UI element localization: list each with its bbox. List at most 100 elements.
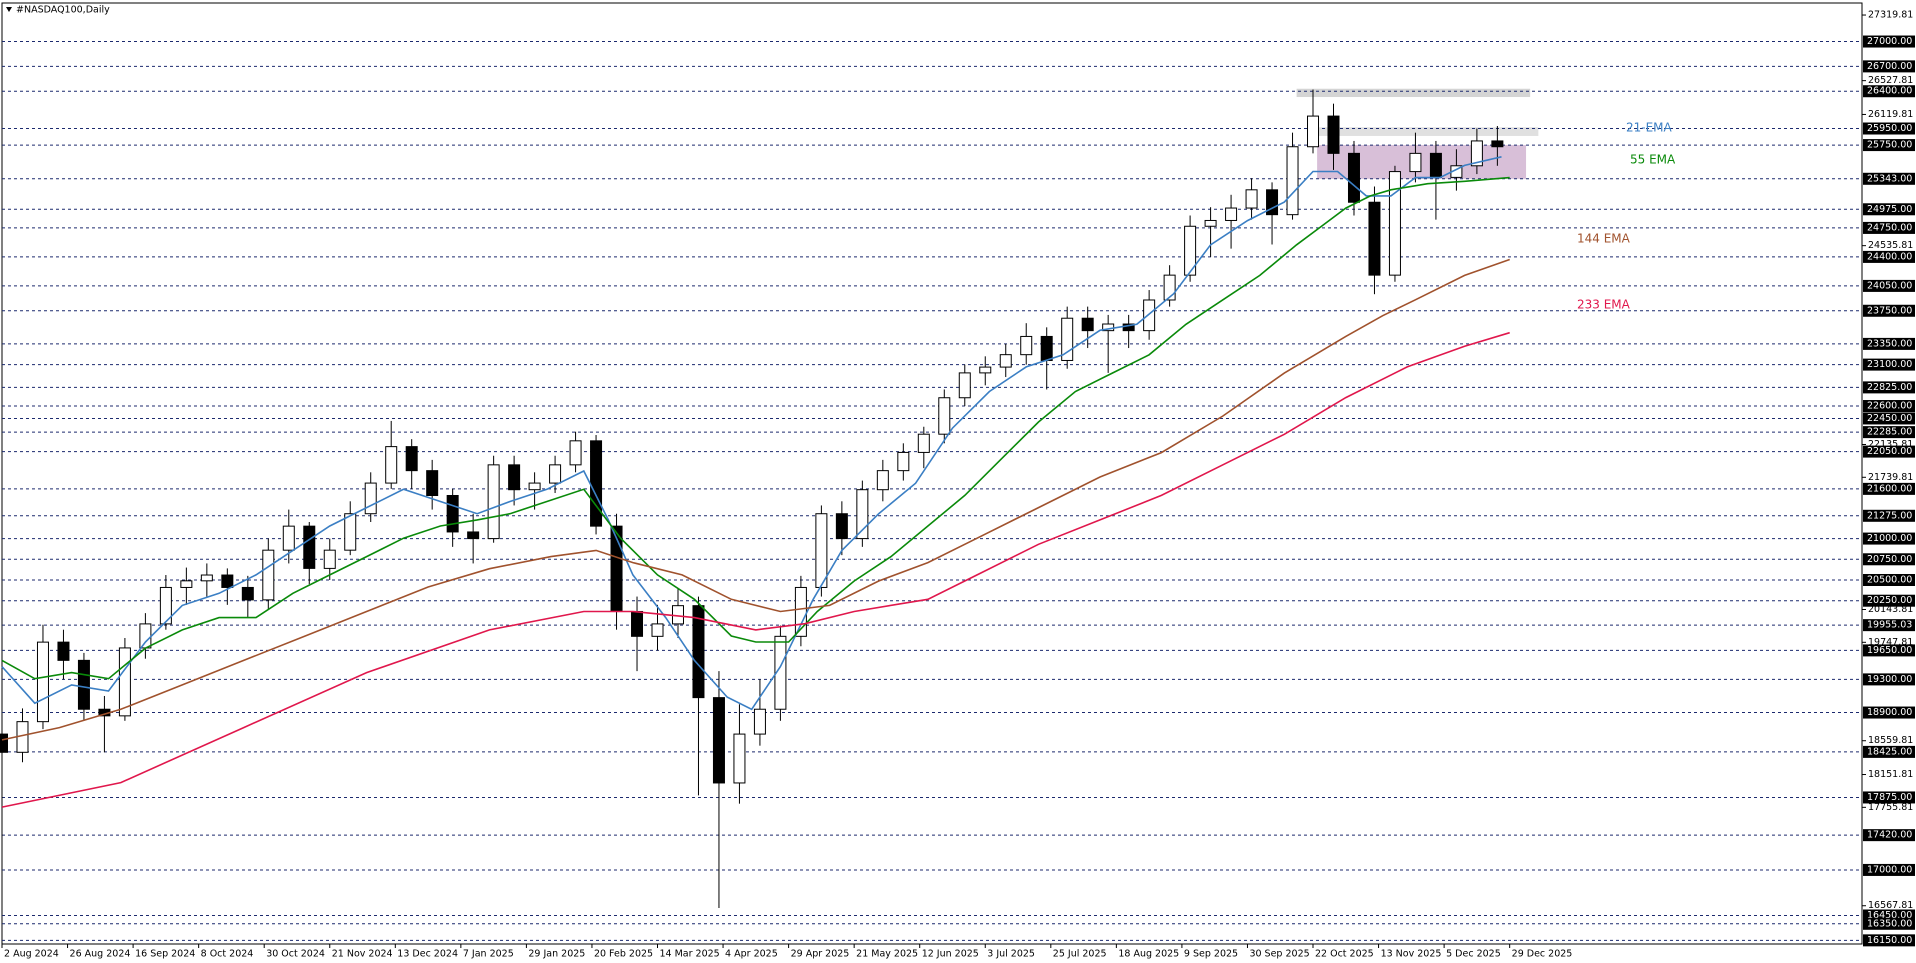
x-tick-label: 8 Oct 2024 xyxy=(201,949,254,960)
level-label: 24050.00 xyxy=(1867,280,1912,291)
x-tick-label: 13 Nov 2025 xyxy=(1381,949,1442,960)
candle-body xyxy=(1225,207,1238,221)
candle-body xyxy=(1307,115,1320,148)
x-tick-label: 26 Aug 2024 xyxy=(70,949,131,960)
candle-body xyxy=(385,446,398,484)
candle-body xyxy=(344,513,357,551)
level-label-box xyxy=(1863,706,1915,719)
candle-body xyxy=(241,586,254,601)
level-label-box xyxy=(1863,791,1915,804)
candle-body xyxy=(1163,274,1176,301)
level-label: 17875.00 xyxy=(1867,792,1912,803)
candle-body xyxy=(1204,219,1217,227)
price-zone xyxy=(1317,127,1539,136)
level-label: 21275.00 xyxy=(1867,510,1912,521)
level-label: 19300.00 xyxy=(1867,674,1912,685)
level-label-box xyxy=(1863,85,1915,98)
plot-frame xyxy=(1,2,1863,945)
candle-body xyxy=(77,659,90,710)
level-label-box xyxy=(1863,400,1915,413)
level-label: 24750.00 xyxy=(1867,222,1912,233)
candle-body xyxy=(1470,140,1483,167)
level-label: 25343.00 xyxy=(1867,173,1912,184)
x-tick-label: 18 Aug 2025 xyxy=(1118,949,1179,960)
candle-body xyxy=(651,623,664,637)
candle-body xyxy=(221,574,234,588)
level-label: 16350.00 xyxy=(1867,918,1912,929)
candle-body xyxy=(487,464,500,540)
candle-body xyxy=(1081,317,1094,332)
candle-body xyxy=(815,513,828,588)
y-tick-label: 18559.81 xyxy=(1868,735,1913,746)
candle-body xyxy=(1061,317,1074,361)
candle-body xyxy=(528,482,541,491)
candle-body xyxy=(917,433,930,453)
candle-body xyxy=(1347,152,1360,203)
level-label-box xyxy=(1863,35,1915,48)
ema-line xyxy=(1,258,1510,741)
y-tick-label: 17755.81 xyxy=(1868,802,1913,813)
level-label: 18425.00 xyxy=(1867,746,1912,757)
level-label-box xyxy=(1863,532,1915,545)
candle-body xyxy=(733,733,746,784)
level-label: 23750.00 xyxy=(1867,305,1912,316)
x-tick-label: 29 Jan 2025 xyxy=(528,949,585,960)
level-label-box xyxy=(1863,573,1915,586)
level-label-box xyxy=(1863,482,1915,495)
candle-body xyxy=(1286,146,1299,216)
candle-body xyxy=(1327,115,1340,154)
candle-body xyxy=(692,605,705,699)
candle-body xyxy=(426,470,439,496)
level-label-box xyxy=(1863,917,1915,930)
candle-body xyxy=(549,464,562,484)
y-tick-label: 24535.81 xyxy=(1868,240,1913,251)
candle-body xyxy=(979,366,992,374)
level-label-box xyxy=(1863,304,1915,317)
level-label: 22600.00 xyxy=(1867,401,1912,412)
candle-body xyxy=(159,586,172,625)
candle-body xyxy=(1143,299,1156,332)
level-label-box xyxy=(1863,250,1915,263)
candle-body xyxy=(282,525,295,551)
y-tick-label: 19747.81 xyxy=(1868,637,1913,648)
candle-body xyxy=(57,641,70,661)
level-label: 16450.00 xyxy=(1867,910,1912,921)
level-label-box xyxy=(1863,426,1915,439)
candle-body xyxy=(631,610,644,637)
level-label-box xyxy=(1863,644,1915,657)
candle-body xyxy=(36,641,49,723)
candle-body xyxy=(139,623,152,649)
level-label: 16150.00 xyxy=(1867,935,1912,946)
level-label: 21000.00 xyxy=(1867,533,1912,544)
y-tick-label: 27319.81 xyxy=(1868,10,1913,21)
x-tick-label: 20 Feb 2025 xyxy=(594,949,653,960)
level-label-box xyxy=(1863,863,1915,876)
y-tick-label: 16567.81 xyxy=(1868,900,1913,911)
level-label-box xyxy=(1863,203,1915,216)
level-label-box xyxy=(1863,337,1915,350)
candle-body xyxy=(323,549,336,569)
ema-label: 233 EMA xyxy=(1577,298,1631,312)
level-label: 19650.00 xyxy=(1867,645,1912,656)
level-label-box xyxy=(1863,445,1915,458)
level-label-box xyxy=(1863,221,1915,234)
y-tick-label: 22135.81 xyxy=(1868,439,1913,450)
candle-body xyxy=(590,440,603,527)
candle-body xyxy=(569,440,582,466)
candle-body xyxy=(262,549,275,601)
level-label-box xyxy=(1863,381,1915,394)
candle-body xyxy=(938,397,951,435)
candle-body xyxy=(1266,189,1279,216)
candle-body xyxy=(1020,335,1033,356)
level-label-box xyxy=(1863,122,1915,135)
level-label: 23350.00 xyxy=(1867,338,1912,349)
level-label: 21600.00 xyxy=(1867,483,1912,494)
level-label-box xyxy=(1863,619,1915,632)
level-label-box xyxy=(1863,60,1915,73)
candle-body xyxy=(1368,201,1381,276)
x-tick-label: 14 Mar 2025 xyxy=(660,949,720,960)
level-label: 25750.00 xyxy=(1867,140,1912,151)
candle-body xyxy=(856,489,869,540)
candle-body xyxy=(180,580,193,588)
